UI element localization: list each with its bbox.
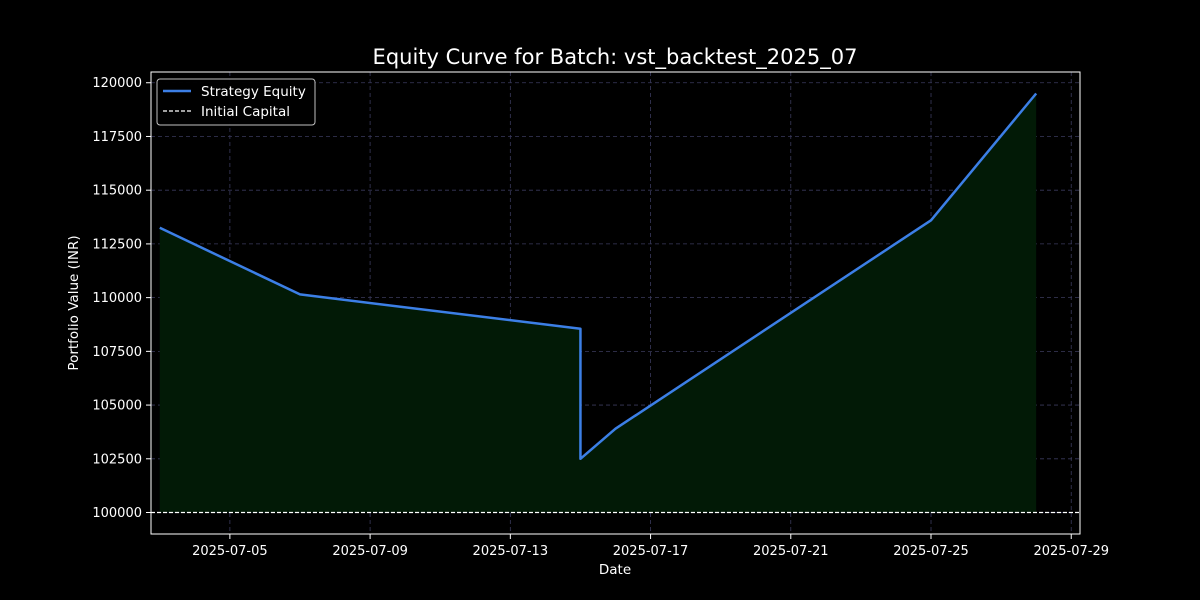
- ticks-layer: 2025-07-05 2025-07-09 2025-07-13 2025-07-17…: [92, 76, 1109, 559]
- plot-frame: [150, 71, 1081, 535]
- x-axis-label: Date: [599, 562, 631, 578]
- x-tick-label: 2025-07-25: [893, 544, 969, 559]
- fill-layer: [159, 93, 1037, 513]
- line-layer: [151, 92, 1080, 514]
- y-tick-label: 110000: [92, 291, 142, 306]
- y-axis-label: Portfolio Value (INR): [66, 235, 82, 370]
- y-tick-label: 120000: [92, 76, 142, 91]
- x-tick-label: 2025-07-09: [332, 544, 408, 559]
- x-tick-label: 2025-07-29: [1033, 544, 1109, 559]
- equity-area-fill: [159, 93, 1037, 513]
- legend: Strategy Equity Initial Capital: [156, 78, 316, 126]
- y-tick-label: 100000: [92, 506, 142, 521]
- axes-layer: [150, 71, 1081, 535]
- x-tick-label: 2025-07-13: [473, 544, 549, 559]
- y-tick-label: 112500: [92, 237, 142, 252]
- strategy-equity-line: [159, 92, 1038, 461]
- x-tick-label: 2025-07-21: [753, 544, 829, 559]
- y-tick-label: 107500: [92, 345, 142, 360]
- y-tick-label: 105000: [92, 399, 142, 414]
- y-tick-label: 102500: [92, 452, 142, 467]
- legend-label-initial-capital: Initial Capital: [201, 104, 290, 120]
- legend-label-strategy-equity: Strategy Equity: [201, 84, 306, 100]
- x-tick-label: 2025-07-17: [613, 544, 689, 559]
- chart-title: Equity Curve for Batch: vst_backtest_202…: [373, 45, 858, 70]
- y-tick-label: 115000: [92, 184, 142, 199]
- x-tick-label: 2025-07-05: [192, 544, 268, 559]
- y-tick-label: 117500: [92, 130, 142, 145]
- legend-box: [156, 78, 316, 126]
